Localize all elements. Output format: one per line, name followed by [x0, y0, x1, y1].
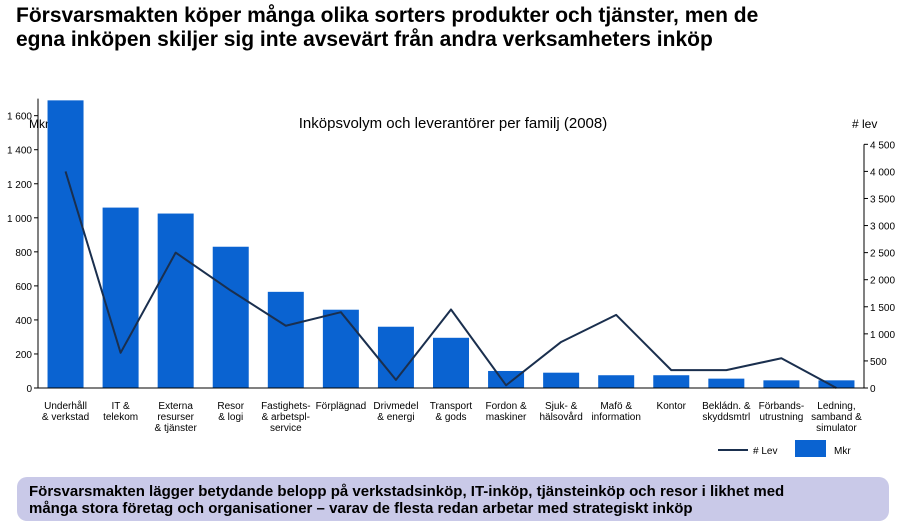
legend-line-label: # Lev [753, 446, 777, 457]
category-label: Kontor [657, 401, 687, 412]
bar [708, 378, 745, 388]
category-label: Bekládn. & skyddsmtrl [702, 401, 751, 423]
bar [157, 213, 194, 388]
right-axis-tick-label: 3 000 [870, 222, 895, 233]
right-axis: 0 500 1 000 1 500 2 000 2 500 3 000 3 500 4 000 4… [863, 140, 895, 395]
category-label: Fastighets-& arbetspl-service [261, 401, 310, 434]
callout-box: Försvarsmakten lägger betydande belopp p… [17, 477, 889, 521]
category-label: Ledning, samband & simulator [811, 401, 862, 434]
category-label: Underhåll & verkstad [42, 400, 89, 423]
lev-line [64, 171, 837, 389]
left-axis-tick-label: 400 [15, 316, 32, 327]
bar [598, 375, 635, 388]
bar [212, 246, 249, 388]
left-axis-tick-label: 1 400 [7, 146, 32, 157]
bar [377, 326, 414, 388]
bar [763, 380, 800, 388]
category-label: Förplägnad [316, 401, 367, 412]
category-label: Fordon & maskiner [485, 401, 527, 423]
legend: # Lev Mkr [718, 440, 851, 457]
right-axis-tick-label: 4 500 [870, 140, 895, 151]
bar [102, 207, 139, 388]
headline: Försvarsmakten köper många olika sorters… [16, 4, 886, 52]
bar [818, 380, 855, 388]
left-axis-tick-label: 800 [15, 248, 32, 259]
category-label: Sjuk- & hälsovård [539, 401, 582, 423]
line-series [64, 171, 837, 389]
left-axis: 0 200 400 600 800 1 000 1 200 1 400 1 600 [7, 98, 39, 395]
legend-bar-label: Mkr [834, 446, 851, 457]
left-axis-tick-label: 1 200 [7, 180, 32, 191]
right-axis-tick-label: 1 000 [870, 330, 895, 341]
right-axis-tick-label: 3 500 [870, 194, 895, 205]
right-axis-tick-label: 2 500 [870, 249, 895, 260]
callout-line-1: Försvarsmakten lägger betydande belopp p… [29, 483, 785, 500]
left-axis-tick-label: 200 [15, 350, 32, 361]
right-axis-label: # lev [852, 117, 877, 131]
bar [322, 309, 359, 388]
bar [543, 372, 580, 388]
category-label: IT & telekom [103, 401, 138, 423]
left-axis-tick-label: 1 000 [7, 214, 32, 225]
bar [433, 337, 469, 388]
right-axis-tick-label: 0 [870, 384, 876, 395]
headline-line-1: Försvarsmakten köper många olika sorters… [16, 4, 759, 27]
right-axis-tick-label: 2 000 [870, 276, 895, 287]
category-label: Resor & logi [217, 401, 244, 423]
left-axis-label: Mkr [29, 117, 49, 131]
right-axis-tick-label: 4 000 [870, 167, 895, 178]
left-axis-tick-label: 1 600 [7, 112, 32, 123]
bar [653, 375, 690, 388]
callout-line-2: många stora företag och organisationer –… [29, 500, 693, 517]
x-axis-labels: Underhåll & verkstad IT & telekom Externa res… [42, 400, 862, 434]
chart-title: Inköpsvolym och leverantörer per familj … [299, 115, 607, 132]
category-label: Externa resurser & tjänster [155, 401, 198, 434]
legend-bar-swatch [795, 440, 826, 457]
category-label: Drivmedel & energi [373, 401, 418, 423]
bar [267, 291, 304, 388]
category-label: Transport & gods [430, 401, 473, 423]
bar-series [47, 100, 855, 388]
right-axis-tick-label: 500 [870, 357, 887, 368]
bar [47, 100, 84, 388]
left-axis-tick-label: 600 [15, 282, 32, 293]
category-label: Förbands-utrustning [759, 401, 805, 423]
category-label: Mafö & information [591, 401, 640, 423]
headline-line-2: egna inköpen skiljer sig inte avsevärt f… [16, 28, 713, 51]
left-axis-tick-label: 0 [26, 384, 32, 395]
bar [488, 370, 525, 388]
right-axis-tick-label: 1 500 [870, 303, 895, 314]
